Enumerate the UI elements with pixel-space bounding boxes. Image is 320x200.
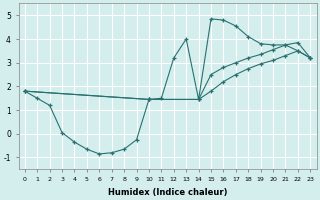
X-axis label: Humidex (Indice chaleur): Humidex (Indice chaleur) [108, 188, 227, 197]
